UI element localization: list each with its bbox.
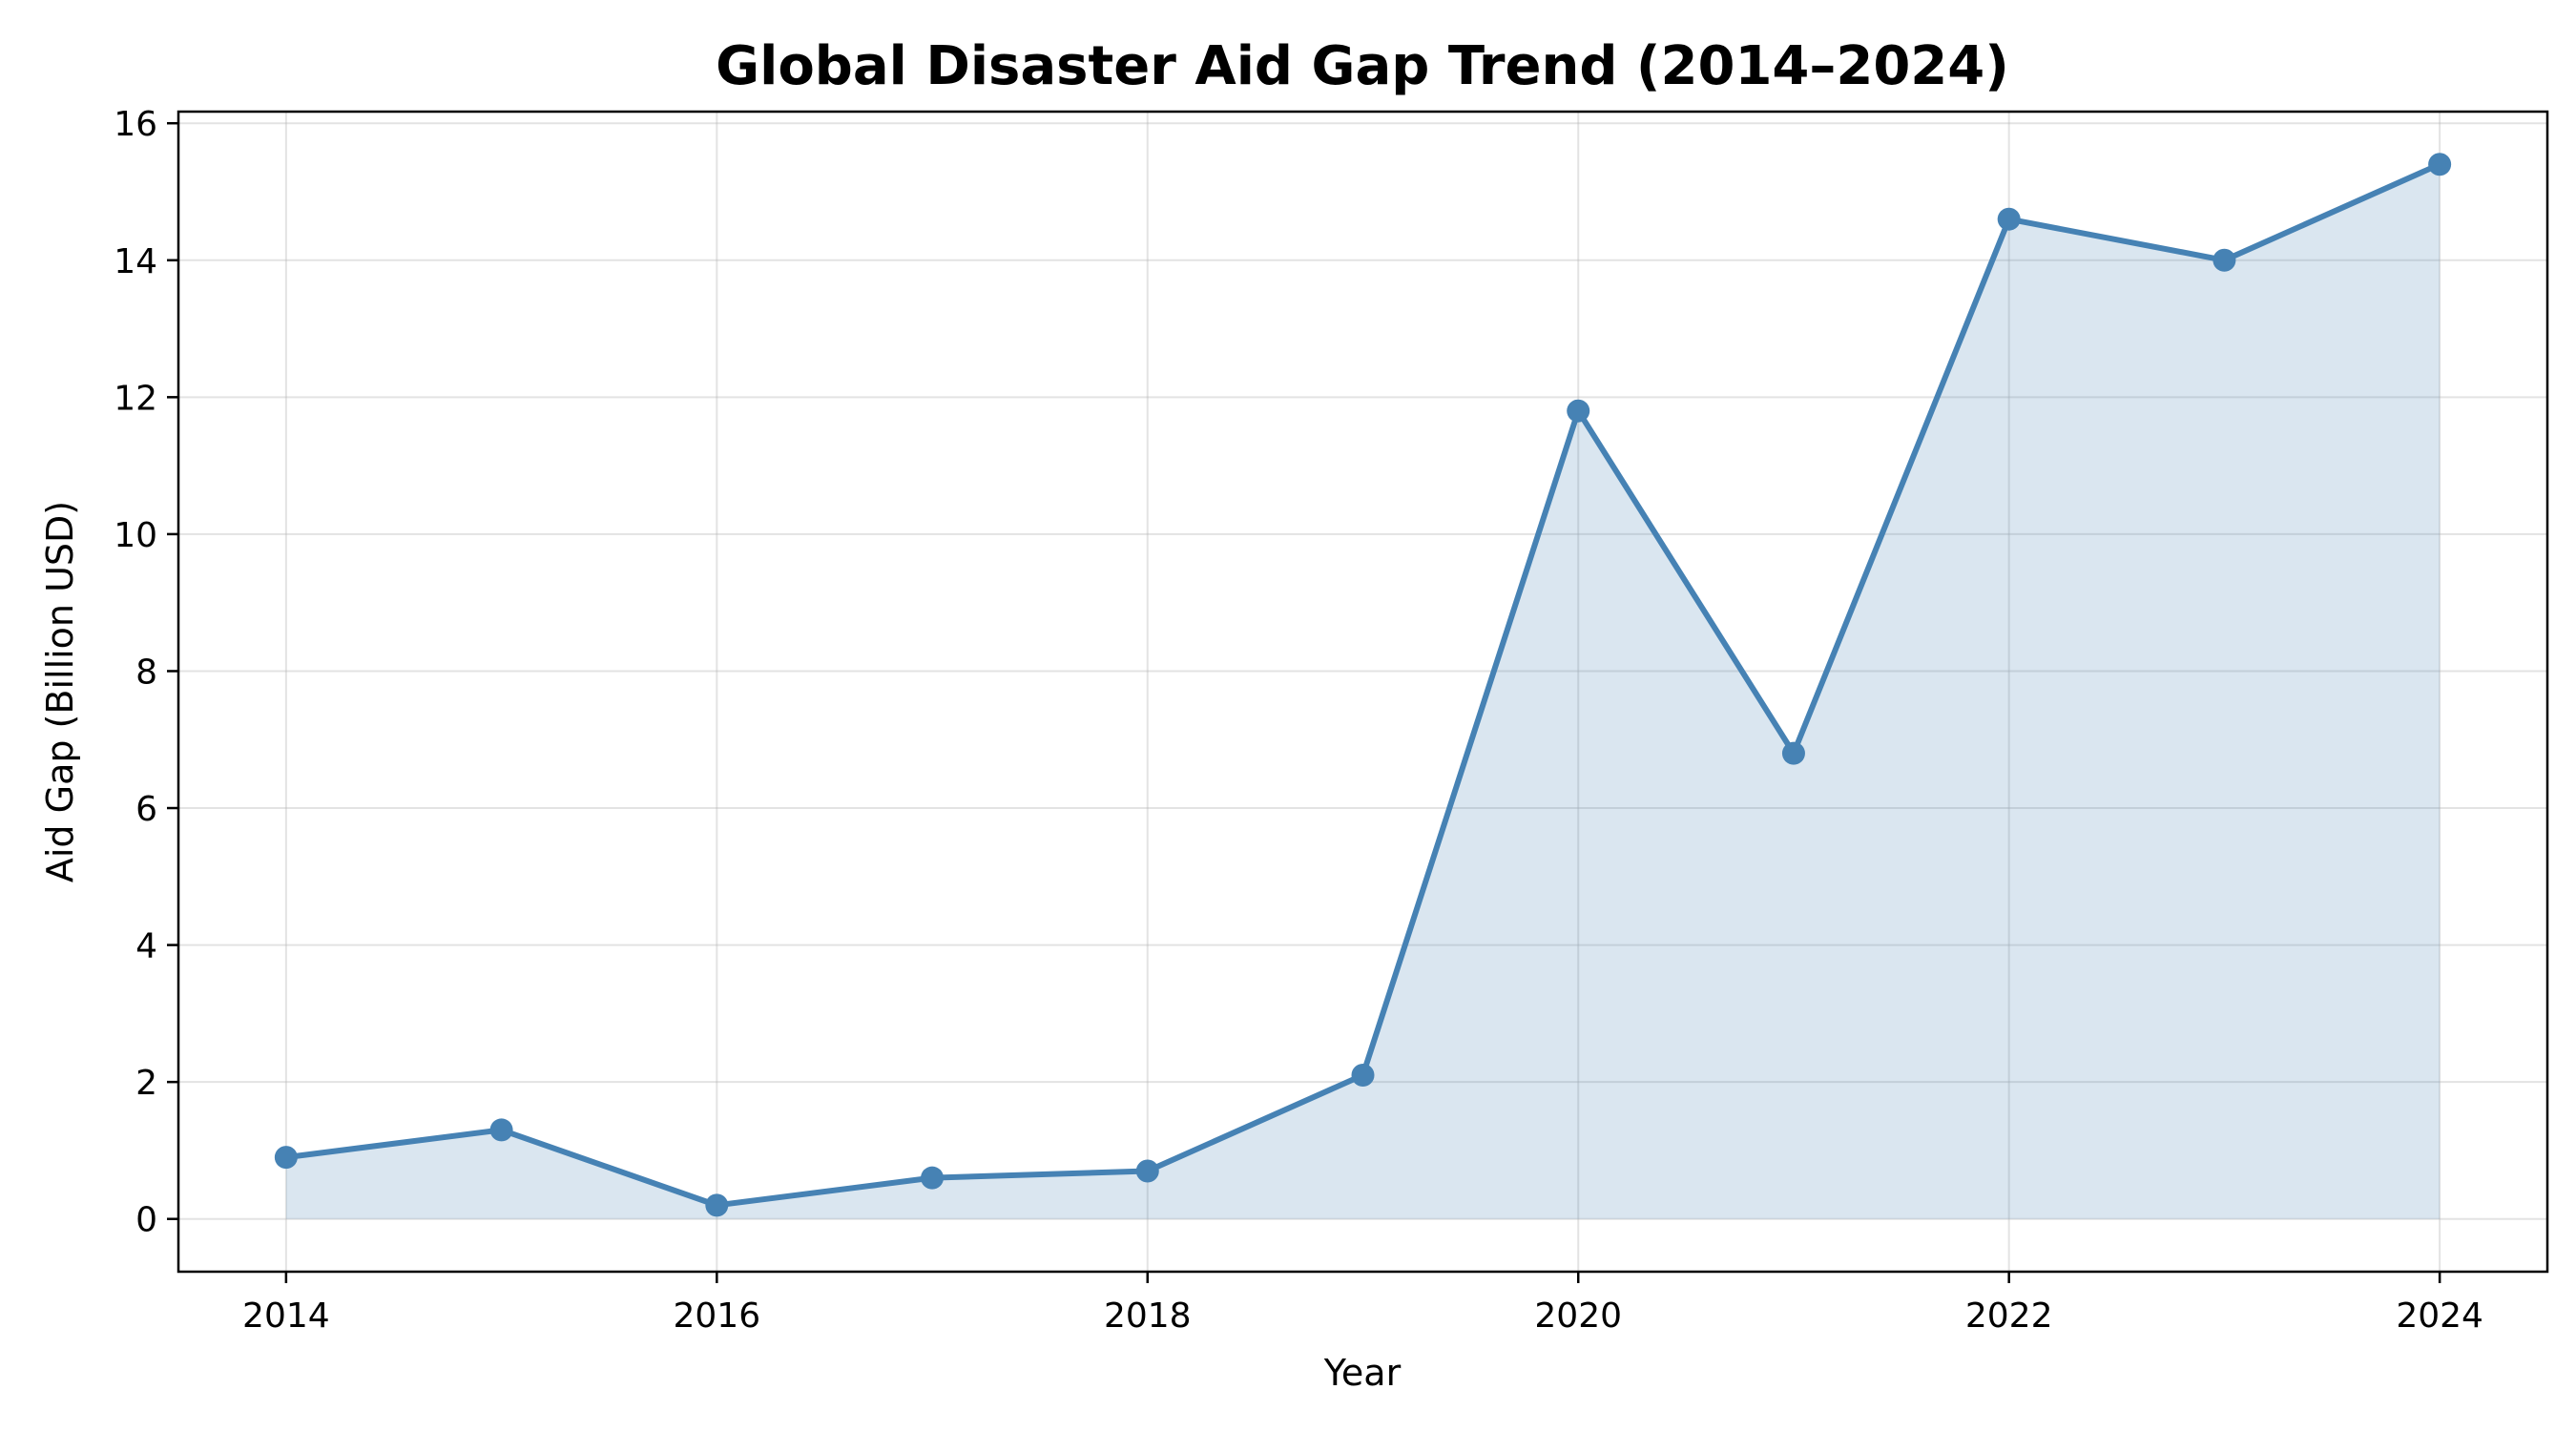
y-tick-label: 2: [135, 1064, 157, 1103]
y-tick-label: 8: [135, 653, 157, 692]
data-point: [1997, 207, 2021, 231]
chart-title: Global Disaster Aid Gap Trend (2014–2024…: [716, 35, 2009, 97]
x-tick-label: 2024: [2396, 1296, 2483, 1336]
y-tick-label: 10: [114, 516, 157, 555]
data-point: [2212, 248, 2236, 272]
area-fill: [285, 164, 2441, 1219]
data-point: [1135, 1159, 1159, 1183]
data-point: [1781, 741, 1805, 765]
grid: [178, 112, 2547, 1272]
area-fill-layer: [285, 164, 2441, 1219]
plot-frame: [177, 110, 2549, 1274]
data-point: [2428, 153, 2452, 176]
marker-layer: [274, 153, 2452, 1217]
data-point: [921, 1166, 945, 1190]
y-tick-label: 0: [135, 1201, 157, 1240]
data-point: [705, 1193, 729, 1217]
y-tick-label: 12: [114, 379, 157, 418]
data-point: [489, 1118, 513, 1142]
x-tick-label: 2018: [1104, 1296, 1192, 1336]
y-axis-label: Aid Gap (Billion USD): [39, 501, 81, 882]
y-tick-label: 6: [135, 790, 157, 829]
y-axis-ticks: 0 2 4 6 8 10 12 14 16: [114, 105, 178, 1240]
y-tick-label: 4: [135, 927, 157, 966]
y-tick-label: 16: [114, 105, 157, 144]
y-tick-label: 14: [114, 242, 157, 281]
data-point: [1351, 1063, 1375, 1087]
x-tick-label: 2014: [242, 1296, 330, 1336]
x-tick-label: 2022: [1965, 1296, 2053, 1336]
x-axis-label: Year: [1323, 1352, 1402, 1394]
data-point: [1567, 399, 1590, 423]
data-point: [274, 1146, 298, 1170]
x-axis-ticks: 2014 2016 2018 2020 2022 2024: [242, 1272, 2483, 1336]
x-tick-label: 2020: [1534, 1296, 1622, 1336]
x-tick-label: 2016: [674, 1296, 761, 1336]
